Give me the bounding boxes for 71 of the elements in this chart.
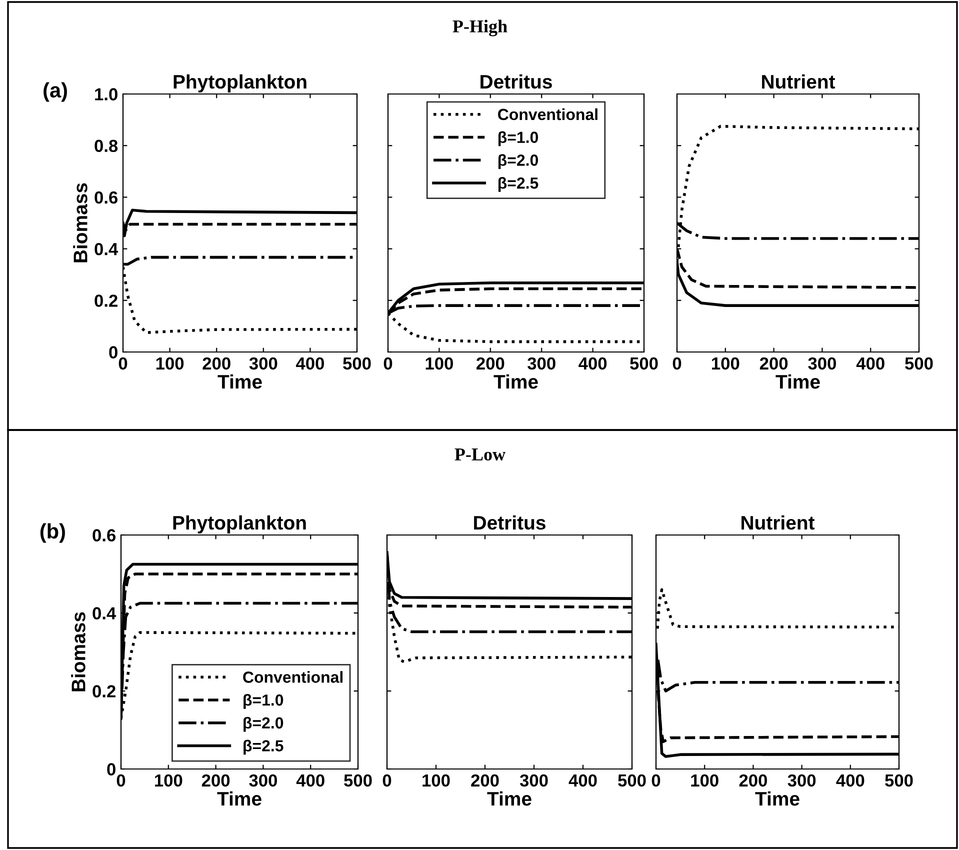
y-tick-label: 0: [109, 346, 118, 358]
x-tick-label: 400: [578, 357, 607, 370]
chart-title: Nutrient: [742, 515, 815, 530]
x-tick-label: 500: [905, 357, 933, 370]
text: P-High: [452, 20, 508, 36]
x-tick-label: 100: [156, 357, 184, 370]
x-axis-title: Time: [218, 374, 262, 389]
x-tick-label: 100: [712, 357, 740, 370]
y-tick-label: 0.6: [92, 529, 116, 542]
legend-label: β=1.0: [244, 694, 284, 709]
x-tick-label: 400: [296, 357, 324, 370]
x-tick-label: 0: [672, 357, 682, 370]
legend-label: Conventional: [498, 108, 598, 120]
text: (a): [44, 82, 67, 102]
x-tick-label: 300: [520, 774, 548, 787]
x-tick-label: 500: [618, 774, 646, 787]
x-tick-label: 400: [568, 774, 597, 787]
y-axis-title: Biomass: [73, 183, 88, 262]
x-tick-label: 400: [856, 357, 884, 370]
x-tick-label: 0: [118, 357, 128, 370]
x-tick-label: 0: [652, 774, 660, 787]
legend-label: β=2.5: [498, 177, 538, 192]
chart-title: Detritus: [474, 515, 546, 530]
x-tick-label: 400: [836, 774, 864, 787]
y-axis-title: Biomass: [71, 612, 86, 692]
text: (b): [40, 523, 65, 543]
legend-label: β=2.0: [498, 154, 538, 170]
x-tick-label: 100: [426, 357, 453, 370]
x-tick-label: 100: [422, 774, 450, 787]
x-tick-label: 300: [788, 774, 816, 787]
x-axis-title: Time: [494, 374, 538, 389]
x-tick-label: 200: [202, 357, 230, 370]
x-tick-label: 300: [528, 357, 556, 370]
y-tick-label: 0: [107, 763, 116, 776]
x-tick-label: 200: [739, 774, 767, 787]
x-tick-label: 500: [344, 774, 372, 787]
y-tick-label: 0.4: [92, 607, 116, 620]
x-tick-label: 500: [885, 774, 913, 787]
legend-label: β=2.0: [244, 716, 284, 732]
y-tick-label: 0.2: [92, 685, 116, 698]
x-axis-title: Time: [217, 791, 262, 806]
x-tick-label: 400: [296, 774, 324, 787]
y-tick-label: 0.6: [94, 191, 118, 204]
x-tick-label: 200: [760, 357, 788, 370]
x-tick-label: 200: [202, 774, 230, 787]
y-tick-label: 0.8: [94, 140, 118, 152]
y-tick-label: 0.2: [94, 294, 118, 307]
x-axis-title: Time: [487, 791, 532, 806]
chart-title: Nutrient: [762, 74, 836, 89]
x-tick-label: 200: [476, 357, 504, 370]
text: P-Low: [454, 448, 506, 461]
x-tick-label: 300: [249, 357, 278, 370]
x-tick-label: 200: [471, 774, 499, 787]
chart-title: Phytoplankton: [173, 515, 306, 534]
legend-label: β=2.5: [244, 740, 284, 755]
x-tick-label: 300: [808, 357, 836, 370]
y-tick-label: 1.0: [95, 88, 118, 100]
x-tick-label: 500: [630, 357, 658, 370]
x-tick-label: 500: [343, 357, 371, 370]
x-tick-label: 100: [155, 774, 182, 787]
chart-title: Detritus: [480, 74, 552, 89]
chart-title: Phytoplankton: [174, 74, 306, 92]
x-axis-title: Time: [755, 791, 800, 806]
x-tick-label: 100: [691, 774, 718, 787]
x-tick-label: 0: [382, 774, 392, 787]
legend-label: Conventional: [243, 671, 343, 683]
legend-label: β=1.0: [498, 131, 538, 146]
x-tick-label: 300: [249, 774, 277, 787]
y-tick-label: 0.4: [94, 242, 118, 256]
x-axis-title: Time: [776, 374, 820, 389]
x-tick-label: 0: [384, 357, 392, 370]
